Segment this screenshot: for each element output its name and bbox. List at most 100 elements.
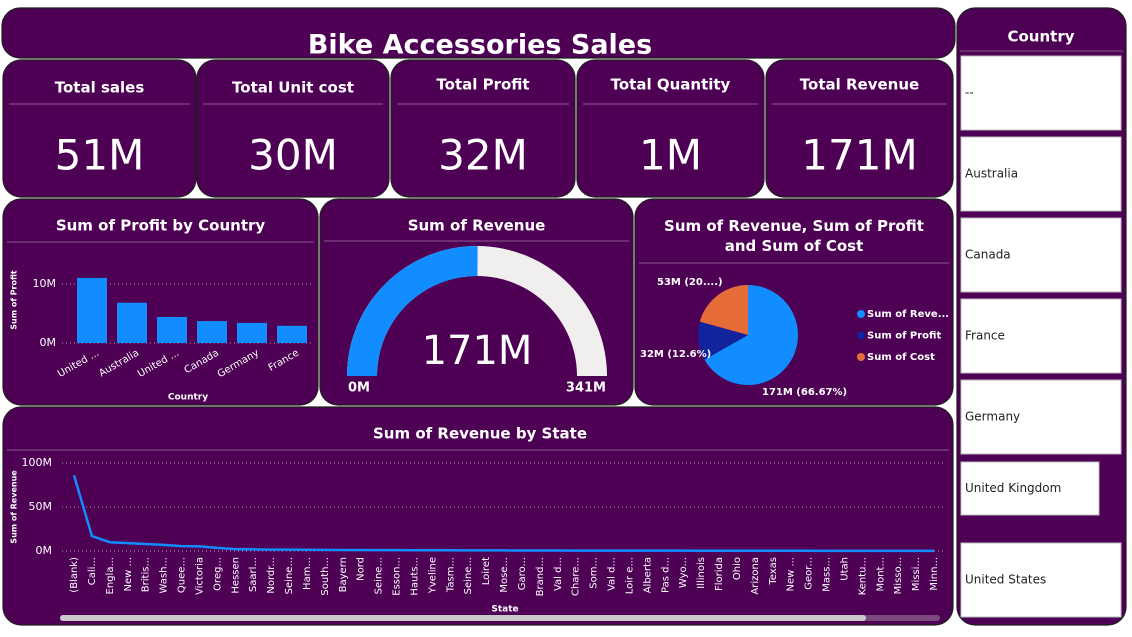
line-series	[72, 474, 935, 553]
x-tick-label: Hessen	[230, 557, 241, 594]
chart-panel	[319, 198, 634, 406]
bar	[277, 325, 307, 343]
x-tick-label: Seine...	[463, 557, 474, 594]
x-tick-label: Minn...	[929, 557, 940, 591]
bar	[117, 302, 147, 343]
x-tick-label: New ...	[123, 557, 134, 592]
y-tick-label: 0M	[40, 336, 57, 349]
chart-panel	[2, 406, 954, 626]
kpi-label: Total Quantity	[611, 76, 731, 94]
slicer-item[interactable]	[960, 379, 1122, 455]
x-tick-label: Mont...	[875, 557, 886, 592]
bar	[237, 322, 267, 343]
x-tick-label: Engla...	[105, 557, 116, 594]
slicer-item[interactable]	[960, 55, 1122, 131]
x-tick-label: Yveline	[427, 557, 438, 594]
x-tick-label: Seine...	[284, 557, 295, 594]
pie-slice	[698, 321, 748, 360]
legend-marker	[857, 310, 865, 318]
x-tick-label: Misso...	[893, 557, 904, 594]
x-tick-label: Geor...	[804, 557, 815, 590]
slicer-item[interactable]	[960, 298, 1122, 374]
x-tick-label: Loir e...	[624, 557, 635, 594]
kpi-value: 32M	[438, 131, 528, 180]
x-tick-label: Victoria	[194, 557, 205, 595]
pie-label: 171M (66.67%)	[762, 387, 847, 398]
kpi-label: Total sales	[55, 79, 145, 97]
chart-title: Sum of Revenue	[408, 217, 546, 235]
x-tick-label: Hauts...	[409, 557, 420, 596]
x-tick-label: Quee...	[177, 557, 188, 593]
x-tick-label: Bayern	[338, 557, 349, 592]
y-tick-label: 50M	[29, 500, 53, 513]
pie-label: 32M (12.6%)	[640, 349, 711, 360]
x-tick-label: Arizona	[750, 557, 761, 595]
x-tick-label: Wash...	[159, 557, 170, 593]
chart-title: Sum of Revenue by State	[373, 425, 587, 443]
y-tick-label: 0M	[36, 544, 53, 557]
x-tick-label: Mass...	[822, 557, 833, 592]
legend-label: Sum of Cost	[867, 352, 935, 363]
kpi-label: Total Profit	[436, 76, 529, 94]
bar	[77, 277, 107, 343]
x-tick-label: Cali...	[87, 557, 98, 585]
slicer-item-label[interactable]: --	[965, 86, 974, 100]
slicer-title: Country	[1007, 28, 1074, 46]
chart-panel	[2, 198, 319, 406]
y-tick-label: 100M	[22, 456, 53, 469]
chart-title: Sum of Profit by Country	[56, 217, 266, 235]
kpi-value: 30M	[248, 131, 338, 180]
scrollbar-thumb[interactable]	[60, 615, 866, 621]
x-axis-label: Country	[168, 393, 208, 403]
slicer-item[interactable]	[960, 542, 1122, 618]
gauge-min: 0M	[348, 381, 370, 396]
kpi-card	[765, 59, 954, 198]
x-tick-label: Val d...	[607, 557, 618, 591]
pie-label: 53M (20....)	[657, 277, 723, 288]
slicer-item-label[interactable]: United States	[965, 573, 1046, 587]
kpi-card	[196, 59, 390, 198]
slicer-item[interactable]	[960, 217, 1122, 293]
x-tick-label: Nord	[356, 557, 367, 581]
dashboard-title: Bike Accessories Sales	[308, 30, 652, 61]
x-tick-label: Ham...	[302, 557, 313, 590]
slicer-item-label[interactable]: Canada	[965, 248, 1011, 262]
kpi-value: 51M	[55, 131, 145, 180]
x-tick-label: Som...	[589, 557, 600, 589]
x-tick-label: Chare...	[571, 557, 582, 596]
slicer-item-label[interactable]: Australia	[965, 167, 1018, 181]
chart-title: Sum of Revenue, Sum of Profit and Sum of …	[664, 217, 924, 255]
x-tick-label: Illinois	[696, 557, 707, 589]
slicer-item[interactable]	[960, 136, 1122, 212]
x-tick-label: Brand...	[535, 557, 546, 596]
kpi-value: 1M	[639, 131, 702, 180]
pie-slice	[704, 285, 798, 385]
x-tick-label: Tasm...	[445, 557, 456, 593]
slicer-item[interactable]	[960, 461, 1100, 516]
kpi-card	[576, 59, 765, 198]
x-tick-label: Garo...	[517, 557, 528, 590]
slicer-item-label[interactable]: Germany	[965, 410, 1020, 424]
x-tick-label: Texas	[768, 557, 779, 586]
x-tick-label: Utah	[839, 557, 850, 581]
legend-label: Sum of Profit	[867, 331, 941, 342]
x-tick-label: Ohio	[732, 557, 743, 580]
x-tick-label: Loiret	[481, 557, 492, 585]
x-axis-label: State	[491, 605, 518, 615]
x-tick-label: Nordr...	[266, 557, 277, 594]
pie-slice	[699, 285, 748, 335]
x-tick-label: Val d...	[553, 557, 564, 591]
y-axis-label: Sum of Revenue	[10, 470, 19, 544]
slicer-item-label[interactable]: United Kingdom	[965, 481, 1061, 495]
slicer-item-label[interactable]: France	[965, 329, 1005, 343]
legend-marker	[857, 331, 865, 340]
x-tick-label: Missi...	[911, 557, 922, 591]
kpi-label: Total Revenue	[800, 76, 919, 94]
gauge-max: 341M	[566, 381, 606, 396]
x-tick-label: Florida	[714, 557, 725, 591]
x-tick-label: Alberta	[642, 557, 653, 593]
x-tick-label: Britis...	[141, 557, 152, 592]
x-tick-label: Kentu...	[857, 557, 868, 595]
